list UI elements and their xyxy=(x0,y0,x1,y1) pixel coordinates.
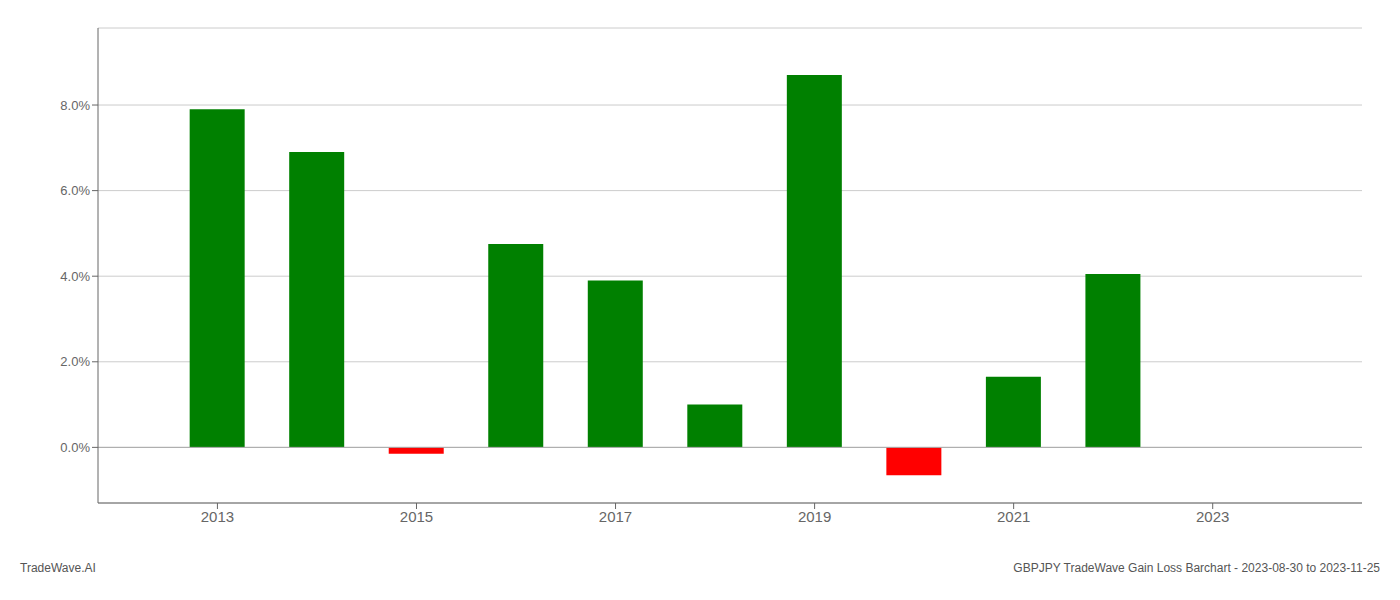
svg-text:2015: 2015 xyxy=(400,508,433,525)
svg-text:6.0%: 6.0% xyxy=(60,183,90,198)
svg-text:2023: 2023 xyxy=(1196,508,1229,525)
svg-text:4.0%: 4.0% xyxy=(60,269,90,284)
html-text:TradeWave.AI: TradeWave.AI xyxy=(20,561,96,575)
svg-text:2021: 2021 xyxy=(997,508,1030,525)
svg-text:2.0%: 2.0% xyxy=(60,354,90,369)
html-text:GBPJPY TradeWave Gain Loss Bar: GBPJPY TradeWave Gain Loss Barchart - 20… xyxy=(1013,561,1380,575)
svg-text:2019: 2019 xyxy=(798,508,831,525)
svg-text:0.0%: 0.0% xyxy=(60,440,90,455)
svg-text:2017: 2017 xyxy=(599,508,632,525)
svg-text:2013: 2013 xyxy=(201,508,234,525)
svg-text:8.0%: 8.0% xyxy=(60,98,90,113)
